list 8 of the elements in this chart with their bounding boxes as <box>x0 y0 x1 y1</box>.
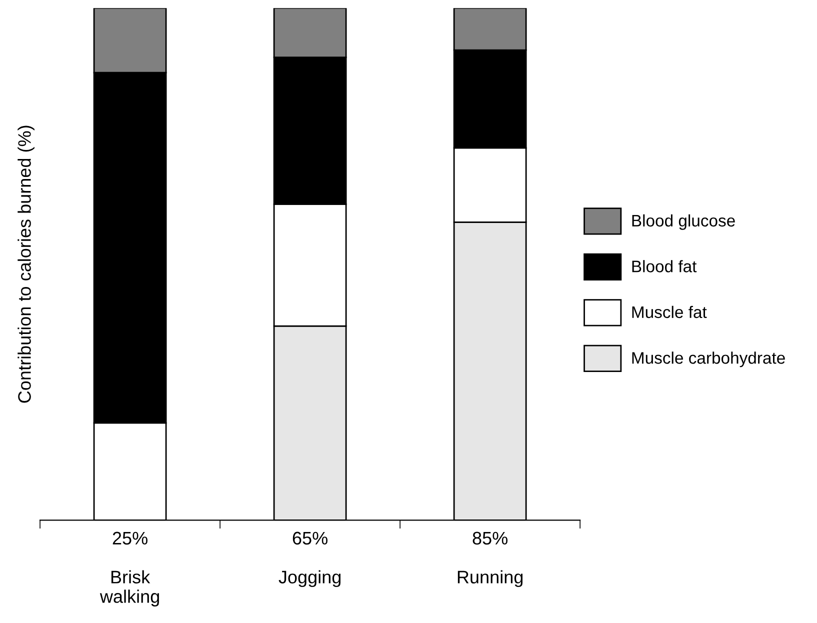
category-label: 65% Jogging <box>278 532 341 588</box>
category-label: 25% Brisk walking <box>100 532 159 606</box>
legend-label: Blood fat <box>632 260 697 272</box>
y-axis-title: Contribution to calories burned (%) <box>18 126 34 403</box>
legend-label: Muscle fat <box>632 306 707 318</box>
category-label: 85% Running <box>458 532 523 588</box>
legend-label: Blood glucose <box>632 214 735 230</box>
legend-label: Muscle carbohydrate <box>632 352 785 368</box>
